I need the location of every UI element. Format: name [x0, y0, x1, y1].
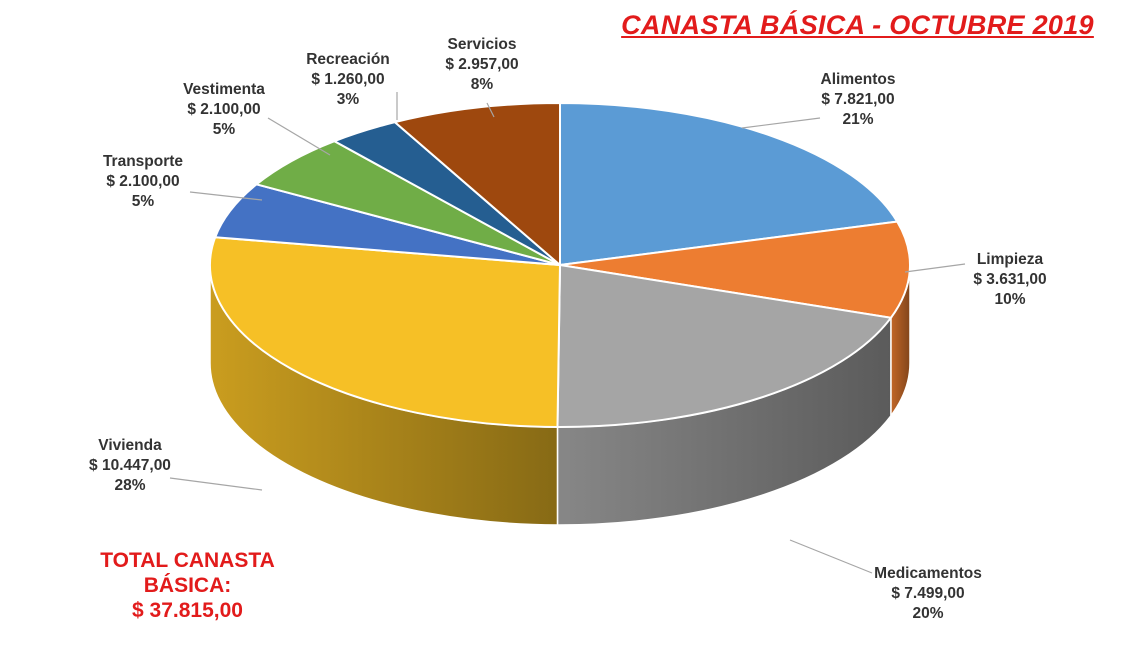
leader-line-limpieza: [904, 263, 966, 273]
slice-alimentos: [559, 101, 899, 267]
slice-label-percent-vivienda: 28%: [114, 477, 145, 494]
slice-label-value-recreacion: $ 1.260,00: [311, 71, 384, 88]
slice-label-percent-recreacion: 3%: [337, 91, 360, 108]
slice-label-percent-servicios: 8%: [471, 76, 494, 93]
slice-labels: Alimentos $ 7.821,00 21% Limpieza $ 3.631,00…: [89, 36, 1047, 622]
slice-medicamentos: [556, 263, 893, 428]
slice-label-name-medicamentos: Medicamentos: [874, 565, 982, 582]
slice-label-name-vestimenta: Vestimenta: [183, 81, 265, 98]
slice-label-name-vivienda: Vivienda: [98, 437, 162, 454]
slice-label-percent-medicamentos: 20%: [912, 605, 943, 622]
slice-servicios: [392, 101, 561, 268]
total-label-line-1: TOTAL CANASTA: [100, 549, 275, 572]
slice-label-name-alimentos: Alimentos: [821, 71, 896, 88]
leader-line-medicamentos: [789, 539, 873, 574]
slice-label-name-recreacion: Recreación: [306, 51, 390, 68]
slice-label-value-limpieza: $ 3.631,00: [973, 271, 1046, 288]
slice-label-name-transporte: Transporte: [103, 153, 183, 170]
slice-label-percent-alimentos: 21%: [842, 111, 873, 128]
chart-title: CANASTA BÁSICA - OCTUBRE 2019: [621, 10, 1094, 40]
total-label-line-2: BÁSICA:: [143, 574, 232, 597]
slice-label-value-vestimenta: $ 2.100,00: [187, 101, 260, 118]
slice-label-value-servicios: $ 2.957,00: [445, 56, 518, 73]
total-basket: TOTAL CANASTA BÁSICA: $ 37.815,00: [95, 548, 280, 623]
slice-label-value-transporte: $ 2.100,00: [106, 173, 179, 190]
slice-label-percent-limpieza: 10%: [994, 291, 1025, 308]
leader-line-vestimenta: [267, 117, 331, 156]
leader-line-vivienda: [169, 477, 263, 491]
slice-label-name-servicios: Servicios: [448, 36, 517, 53]
slice-label-percent-vestimenta: 5%: [213, 121, 236, 138]
leader-line-alimentos: [741, 117, 821, 129]
pie-top-faces: [209, 101, 911, 428]
slice-limpieza: [559, 220, 911, 319]
slice-label-value-medicamentos: $ 7.499,00: [891, 585, 964, 602]
slice-label-value-alimentos: $ 7.821,00: [821, 91, 894, 108]
slice-vivienda: [209, 236, 562, 428]
slice-label-name-limpieza: Limpieza: [977, 251, 1044, 268]
leader-line-servicios: [486, 102, 495, 118]
total-value: $ 37.815,00: [132, 599, 243, 622]
leader-line-transporte: [189, 191, 263, 201]
slice-label-percent-transporte: 5%: [132, 193, 155, 210]
slice-label-value-vivienda: $ 10.447,00: [89, 457, 171, 474]
